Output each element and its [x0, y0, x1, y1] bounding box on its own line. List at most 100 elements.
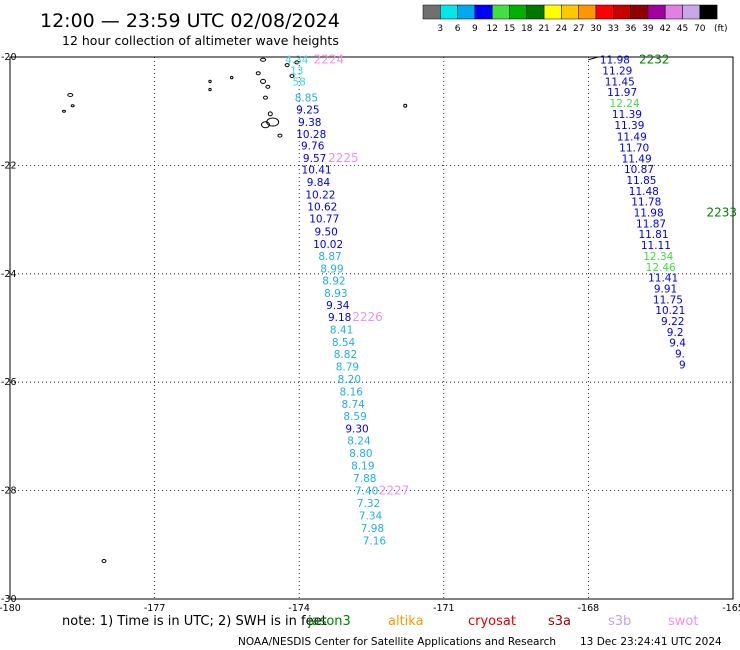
island-outline: [265, 84, 271, 89]
pass-time-label: 2224: [314, 53, 345, 67]
wave-height-label: 9.91: [654, 283, 677, 295]
footer-credit: NOAA/NESDIS Center for Satellite Applica…: [238, 636, 556, 648]
wave-height-label: 8.93: [324, 288, 347, 300]
y-tick-label: -22: [1, 160, 17, 171]
colorbar-tick-label: 30: [590, 24, 602, 34]
grid-lines: [10, 57, 733, 599]
wave-height-label: 11.49: [617, 132, 647, 144]
colorbar-tick-label: 18: [521, 24, 533, 34]
colorbar-swatch: [578, 4, 597, 20]
colorbar-swatch: [613, 4, 631, 20]
wave-height-label: 11.39: [614, 120, 644, 132]
island-outline: [262, 95, 268, 100]
colorbar-swatch: [543, 4, 562, 20]
island-outline: [260, 78, 267, 84]
wave-height-label: 8.79: [336, 361, 359, 373]
pass-time-label: 2226: [352, 310, 383, 324]
colorbar-swatch: [647, 4, 666, 20]
colorbar-swatch: [526, 4, 545, 20]
wave-height-label: 10.22: [305, 190, 335, 202]
wave-height-label: 7.32: [357, 498, 380, 510]
colorbar-tick-label: 3: [437, 24, 443, 34]
colorbar-swatch: [664, 4, 683, 20]
wave-height-label: 8.54: [332, 337, 356, 349]
wave-height-label: 11.75: [653, 294, 683, 306]
wave-height-label: 9.50: [314, 227, 337, 239]
wave-height-label: 12.24: [610, 98, 640, 110]
colorbar-tick-label: 24: [556, 24, 568, 34]
x-tick-label: -177: [144, 603, 166, 614]
wave-height-label: 9.4: [669, 338, 686, 350]
wave-height-label: 7.88: [353, 473, 376, 485]
colorbar-tick-label: 33: [608, 24, 619, 34]
wave-height-label: 8.87: [318, 251, 341, 263]
colorbar-swatch: [457, 4, 476, 20]
island-outline: [208, 79, 212, 84]
island-outline: [260, 121, 270, 129]
wave-height-label: 9.25: [296, 105, 319, 117]
colorbar-tick-label: 6: [455, 24, 461, 34]
wave-height-label: 11.11: [641, 240, 671, 252]
y-tick-label: -28: [1, 486, 17, 497]
pass-time-label: 2227: [379, 484, 410, 498]
satellite-legend-altika: altika: [388, 614, 424, 629]
y-tick-label: -20: [1, 52, 17, 63]
satellite-legend-s3b: s3b: [608, 614, 631, 629]
wave-height-label: 7.16: [363, 535, 387, 547]
colorbar-tick-label: 27: [573, 24, 584, 34]
island-outline: [403, 103, 408, 108]
plot-area: [9, 56, 734, 600]
island-outline: [101, 559, 107, 564]
island-outline: [294, 60, 300, 65]
pass-time-label: 2225: [328, 151, 359, 165]
wave-height-label: 10.21: [655, 305, 685, 317]
colorbar-tick-label: 36: [625, 24, 637, 34]
wave-height-label: 9.2: [667, 327, 684, 339]
wave-height-label: 10.87: [624, 164, 654, 176]
wave-height-label: 9.57: [303, 153, 326, 165]
wave-height-label: 12.34: [643, 251, 673, 263]
satellite-legend-swot: swot: [668, 614, 698, 629]
pass-time-label: 2233: [706, 206, 737, 220]
wave-height-label: 11.87: [636, 218, 666, 230]
satellite-legend-s3a: s3a: [548, 614, 571, 629]
colorbar-swatch: [595, 4, 614, 20]
colorbar-swatch: [509, 4, 528, 20]
colorbar-tick-label: 21: [538, 24, 549, 34]
wave-height-label: 12.46: [646, 262, 676, 274]
y-tick-label: -24: [1, 269, 17, 280]
wave-height-label: 9: [679, 359, 686, 371]
wave-height-label: 8.99: [320, 263, 343, 275]
island-outline: [208, 87, 212, 92]
wave-height-label: 11.29: [602, 66, 632, 78]
wave-height-label: 7.40: [355, 486, 378, 498]
chart-subtitle: 12 hour collection of altimeter wave hei…: [62, 33, 339, 48]
island-outline: [67, 92, 74, 97]
wave-height-label: 9.18: [328, 312, 351, 324]
wave-height-label: 11.98: [634, 208, 664, 220]
wave-height-label: 8.20: [338, 374, 361, 386]
wave-height-label: 8.82: [334, 349, 357, 361]
wave-height-label: 11.70: [619, 143, 649, 155]
wave-height-label: 11.85: [626, 175, 656, 187]
x-tick-label: -174: [288, 603, 310, 614]
colorbar-legend: 3 6 9 12 15 18 21 24 27 30 33 36 39 42 45 70: [422, 4, 718, 34]
wave-height-label: 9.30: [345, 423, 368, 435]
wave-height-label: 8.16: [340, 386, 364, 398]
wave-height-label: 11.81: [638, 229, 668, 241]
wave-height-label: 10.77: [309, 214, 339, 226]
wave-height-label: 8.59: [343, 411, 366, 423]
x-tick-label: -168: [578, 603, 600, 614]
island-outline: [230, 75, 234, 80]
footer-note: note: 1) Time is in UTC; 2) SWH is in fe…: [62, 614, 327, 629]
wave-height-label: 4.34: [285, 55, 309, 67]
wave-height-label: 8.80: [349, 448, 372, 460]
island-outline: [277, 133, 283, 138]
island-outline: [70, 104, 75, 108]
wave-height-label: 9.38: [298, 117, 321, 129]
wave-height-label: 13: [290, 66, 303, 78]
satellite-legend-cryosat: cryosat: [468, 614, 516, 629]
wave-height-label: 8.24: [347, 436, 371, 448]
colorbar-tick-label: 12: [486, 24, 497, 34]
